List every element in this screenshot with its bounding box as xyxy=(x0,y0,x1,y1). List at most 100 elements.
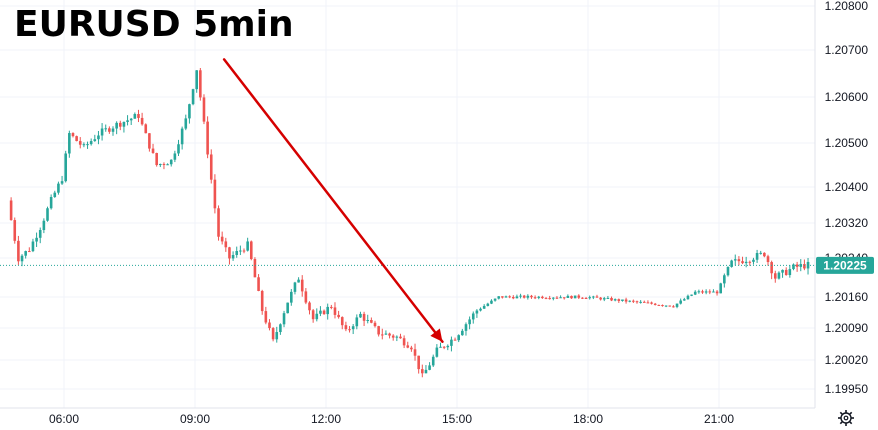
candle-body xyxy=(413,349,417,356)
price-axis[interactable]: 1.20800 1.20700 1.20600 1.20500 1.20400 1.203… xyxy=(825,0,869,396)
candle-body xyxy=(646,302,650,304)
candle-body xyxy=(17,240,20,262)
candle-body xyxy=(184,118,188,129)
candle-body xyxy=(803,264,806,269)
candle-body xyxy=(410,347,413,350)
candle-body xyxy=(162,163,166,165)
y-tick-label: 1.20160 xyxy=(825,290,869,304)
candle-body xyxy=(388,333,391,336)
candle-body xyxy=(46,208,49,221)
candle-body xyxy=(362,313,366,321)
candle-body xyxy=(606,297,610,299)
candle-body xyxy=(126,120,129,122)
candle-body xyxy=(453,339,457,341)
candle-body xyxy=(679,300,682,304)
candle-body xyxy=(559,297,562,299)
y-tick-label: 1.20090 xyxy=(825,321,869,335)
candle-body xyxy=(246,241,249,251)
candle-body xyxy=(370,320,373,323)
candle-body xyxy=(49,197,53,209)
candle-body xyxy=(169,159,173,165)
candle-body xyxy=(151,148,155,153)
candle-body xyxy=(282,313,286,325)
candle-body xyxy=(493,298,497,301)
candle-body xyxy=(613,299,617,301)
candle-body xyxy=(515,296,519,299)
candle-body xyxy=(701,291,704,293)
candle-body xyxy=(144,124,148,134)
candle-body xyxy=(450,339,453,346)
gear-icon[interactable] xyxy=(838,410,854,426)
candle-body xyxy=(330,306,333,308)
candle-body xyxy=(140,117,144,125)
candle-body xyxy=(439,346,442,348)
candle-body xyxy=(264,311,268,323)
candle-body xyxy=(482,305,486,309)
candle-body xyxy=(308,302,311,311)
candle-body xyxy=(137,114,140,118)
candle-body xyxy=(683,299,686,301)
y-tick-label: 1.20500 xyxy=(825,136,869,150)
candle-body xyxy=(744,261,748,264)
candle-body xyxy=(315,313,319,320)
candle-body xyxy=(78,141,82,145)
candle-body xyxy=(366,320,370,322)
x-tick-label: 18:00 xyxy=(573,412,603,426)
candle-body xyxy=(249,241,253,260)
candle-body xyxy=(533,297,537,299)
candle-body xyxy=(763,252,766,257)
candle-body xyxy=(9,200,13,221)
candle-body xyxy=(530,295,533,298)
candle-body xyxy=(100,128,104,136)
candle-body xyxy=(326,306,329,315)
candle-body xyxy=(399,336,402,339)
candle-body xyxy=(42,220,46,231)
candle-body xyxy=(675,303,679,307)
candle-body xyxy=(148,133,151,149)
candle-body xyxy=(737,259,741,262)
candle-body xyxy=(733,259,737,261)
candle-body xyxy=(155,152,158,166)
candle-body xyxy=(581,297,584,299)
candle-body xyxy=(108,128,111,132)
x-tick-label: 12:00 xyxy=(311,412,341,426)
candle-body xyxy=(686,295,690,300)
candle-body xyxy=(755,253,759,260)
candle-body xyxy=(417,355,420,370)
candle-body xyxy=(490,300,493,304)
candle-body xyxy=(104,128,108,130)
trend-arrow[interactable] xyxy=(222,58,444,343)
candle-body xyxy=(242,250,246,252)
candle-body xyxy=(464,324,468,331)
candle-body xyxy=(290,291,293,303)
candle-body xyxy=(770,262,773,274)
candle-body xyxy=(788,269,792,276)
candle-body xyxy=(723,275,726,284)
candle-body xyxy=(475,310,479,314)
candle-body xyxy=(228,247,231,259)
y-tick-label: 1.20320 xyxy=(825,216,869,230)
candle-body xyxy=(461,330,464,336)
candle-body xyxy=(129,118,133,121)
candle-body xyxy=(424,369,428,374)
candle-body xyxy=(355,317,359,327)
candle-body xyxy=(13,220,17,241)
x-tick-label: 09:00 xyxy=(180,412,210,426)
grid xyxy=(0,0,815,408)
candle-body xyxy=(428,365,431,370)
candle-body xyxy=(293,282,297,292)
candle-body xyxy=(191,89,195,105)
candle-body xyxy=(188,104,191,119)
candle-body xyxy=(752,259,755,262)
candle-body xyxy=(635,301,639,303)
candle-body xyxy=(748,261,752,263)
candle-body xyxy=(501,296,504,298)
candle-body xyxy=(133,114,137,119)
time-axis[interactable]: 06:00 09:00 12:00 15:00 18:00 21:00 xyxy=(49,412,734,426)
candle-body xyxy=(348,329,351,331)
candle-body xyxy=(279,324,282,333)
candle-body xyxy=(508,296,511,298)
candle-body xyxy=(570,295,573,299)
candle-body xyxy=(555,297,559,299)
